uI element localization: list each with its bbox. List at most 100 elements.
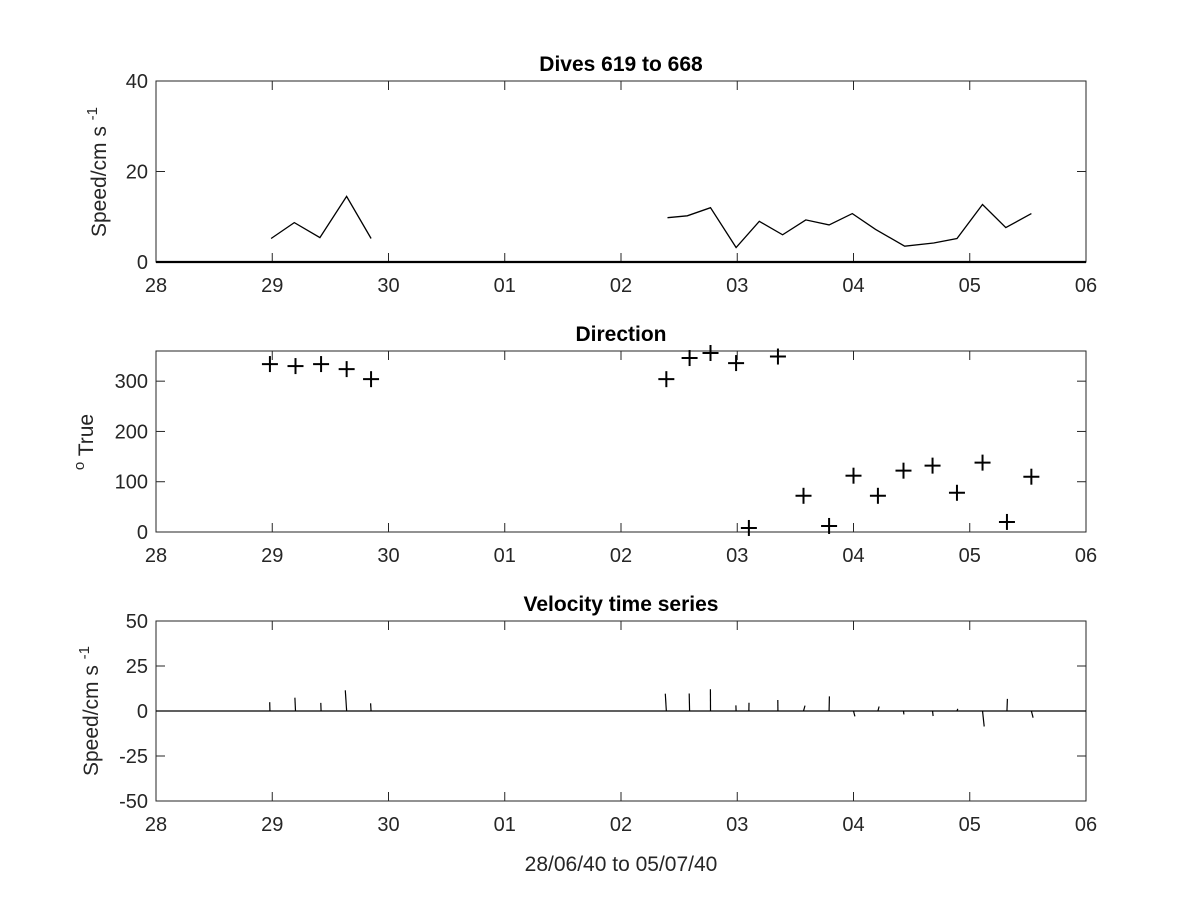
direction-y-axis-label-text: True xyxy=(75,414,98,456)
direction-point xyxy=(895,462,912,479)
velocity-x-tick-label: 05 xyxy=(959,814,981,836)
velocity-x-tick-label: 01 xyxy=(494,814,516,836)
velocity-x-tick-label: 02 xyxy=(610,814,632,836)
velocity-y-axis-label: Speed/cm s -1 xyxy=(76,646,103,776)
direction-point xyxy=(795,487,812,504)
velocity-stick xyxy=(344,690,348,712)
direction-panel: Direction 28 29 30 01 02 03 04 05 06 0100200300 … xyxy=(66,323,1097,567)
velocity-panel: Velocity time series 28 29 30 01 02 03 04 05 06 … xyxy=(76,593,1097,876)
speed-y-axis-label-text: Speed/cm s xyxy=(88,126,111,237)
velocity-x-tick-label: 30 xyxy=(377,814,399,836)
speed-x-tick-label: 05 xyxy=(959,275,981,297)
direction-point xyxy=(287,358,304,375)
direction-x-tick-label: 03 xyxy=(726,545,748,567)
direction-point xyxy=(313,356,330,373)
direction-x-ticks: 28 29 30 01 02 03 04 05 06 xyxy=(145,351,1097,567)
velocity-y-axis-label-text: Speed/cm s xyxy=(80,665,103,776)
velocity-stick xyxy=(931,710,934,717)
direction-point xyxy=(658,371,675,388)
direction-point xyxy=(261,356,278,373)
velocity-x-ticks: 28 29 30 01 02 03 04 05 06 xyxy=(145,621,1097,836)
velocity-stick xyxy=(981,710,985,727)
direction-x-tick-label: 30 xyxy=(377,545,399,567)
speed-y-ticks: 0 20 40 xyxy=(126,71,1086,274)
velocity-x-axis-label: 28/06/40 to 05/07/40 xyxy=(525,853,718,876)
direction-plot-area xyxy=(155,350,1087,533)
speed-y-axis-label: Speed/cm s -1 xyxy=(84,107,111,237)
direction-point xyxy=(924,457,941,474)
direction-panel-title: Direction xyxy=(575,323,666,346)
velocity-stick xyxy=(852,710,856,717)
speed-plot-area xyxy=(155,80,1087,263)
direction-point xyxy=(728,355,745,372)
velocity-x-tick-label: 29 xyxy=(261,814,283,836)
direction-y-axis-label: o True xyxy=(66,414,98,470)
velocity-x-tick-label: 03 xyxy=(726,814,748,836)
direction-x-tick-label: 05 xyxy=(959,545,981,567)
speed-x-tick-label: 28 xyxy=(145,275,167,297)
velocity-x-tick-label: 06 xyxy=(1075,814,1097,836)
direction-x-tick-label: 06 xyxy=(1075,545,1097,567)
velocity-stick xyxy=(956,708,959,712)
velocity-y-tick-label: -50 xyxy=(119,791,148,813)
velocity-stick xyxy=(1030,710,1034,718)
speed-x-tick-label: 06 xyxy=(1075,275,1097,297)
velocity-stick xyxy=(294,697,297,712)
direction-y-axis-label-sup: o xyxy=(71,462,88,470)
direction-series xyxy=(261,345,1040,536)
direction-point xyxy=(1023,468,1040,485)
speed-panel: Dives 619 to 668 28 29 30 01 02 03 04 05 06 0 20 4… xyxy=(84,53,1097,297)
direction-y-tick-label: 200 xyxy=(115,421,148,443)
speed-x-tick-label: 30 xyxy=(377,275,399,297)
speed-x-tick-label: 01 xyxy=(494,275,516,297)
velocity-y-tick-label: -25 xyxy=(119,746,148,768)
speed-y-axis-label-sup: -1 xyxy=(84,107,101,120)
velocity-x-tick-label: 28 xyxy=(145,814,167,836)
direction-x-tick-label: 29 xyxy=(261,545,283,567)
velocity-stick xyxy=(877,706,880,712)
direction-point xyxy=(974,454,991,471)
direction-point xyxy=(845,467,862,484)
velocity-y-ticks: -50 -25 0 25 50 xyxy=(119,611,1086,813)
velocity-y-tick-label: 0 xyxy=(137,701,148,723)
velocity-y-axis-label-sup: -1 xyxy=(76,646,93,659)
speed-panel-title: Dives 619 to 668 xyxy=(539,53,703,76)
speed-x-tick-label: 04 xyxy=(842,275,864,297)
speed-y-tick-label: 40 xyxy=(126,71,148,93)
speed-line-segment xyxy=(667,203,1032,249)
direction-point xyxy=(948,484,965,501)
direction-point xyxy=(681,350,698,367)
speed-y-tick-label: 20 xyxy=(126,162,148,184)
velocity-y-tick-label: 25 xyxy=(126,656,148,678)
speed-x-ticks: 28 29 30 01 02 03 04 05 06 xyxy=(145,81,1097,297)
speed-x-tick-label: 29 xyxy=(261,275,283,297)
direction-x-tick-label: 04 xyxy=(842,545,864,567)
velocity-panel-title: Velocity time series xyxy=(524,593,719,616)
direction-y-ticks: 0 100 200 300 xyxy=(115,371,1086,544)
velocity-series xyxy=(269,689,1034,727)
speed-y-tick-label: 0 xyxy=(137,252,148,274)
direction-x-tick-label: 01 xyxy=(494,545,516,567)
speed-line-segment xyxy=(270,195,372,240)
direction-point xyxy=(869,487,886,504)
velocity-x-tick-label: 04 xyxy=(842,814,864,836)
speed-x-tick-label: 03 xyxy=(726,275,748,297)
direction-point xyxy=(363,371,380,388)
direction-y-tick-label: 0 xyxy=(137,522,148,544)
direction-point xyxy=(338,361,355,378)
direction-y-tick-label: 300 xyxy=(115,371,148,393)
speed-x-tick-label: 02 xyxy=(610,275,632,297)
speed-series xyxy=(156,195,1086,264)
direction-point xyxy=(998,513,1015,530)
velocity-stick xyxy=(664,693,667,712)
velocity-y-tick-label: 50 xyxy=(126,611,148,633)
velocity-stick xyxy=(802,705,806,712)
direction-x-tick-label: 28 xyxy=(145,545,167,567)
direction-point xyxy=(821,517,838,534)
direction-point xyxy=(769,348,786,365)
direction-point xyxy=(740,519,757,536)
direction-y-tick-label: 100 xyxy=(115,472,148,494)
direction-point xyxy=(702,345,719,362)
direction-x-tick-label: 02 xyxy=(610,545,632,567)
